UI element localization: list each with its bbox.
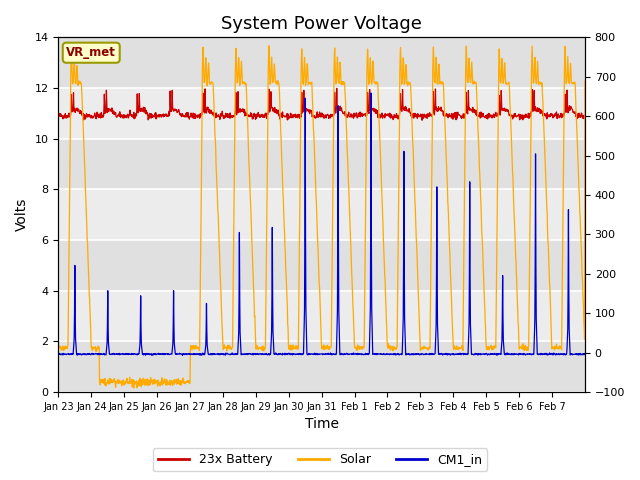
Y-axis label: Volts: Volts	[15, 198, 29, 231]
Bar	[58, 139, 585, 190]
Text: VR_met: VR_met	[67, 46, 116, 59]
Bar	[58, 88, 585, 139]
X-axis label: Time: Time	[305, 418, 339, 432]
Bar	[58, 190, 585, 240]
Legend: 23x Battery, Solar, CM1_in: 23x Battery, Solar, CM1_in	[153, 448, 487, 471]
Bar	[58, 37, 585, 88]
Bar	[58, 341, 585, 392]
Title: System Power Voltage: System Power Voltage	[221, 15, 422, 33]
Bar	[58, 291, 585, 341]
Bar	[58, 240, 585, 291]
